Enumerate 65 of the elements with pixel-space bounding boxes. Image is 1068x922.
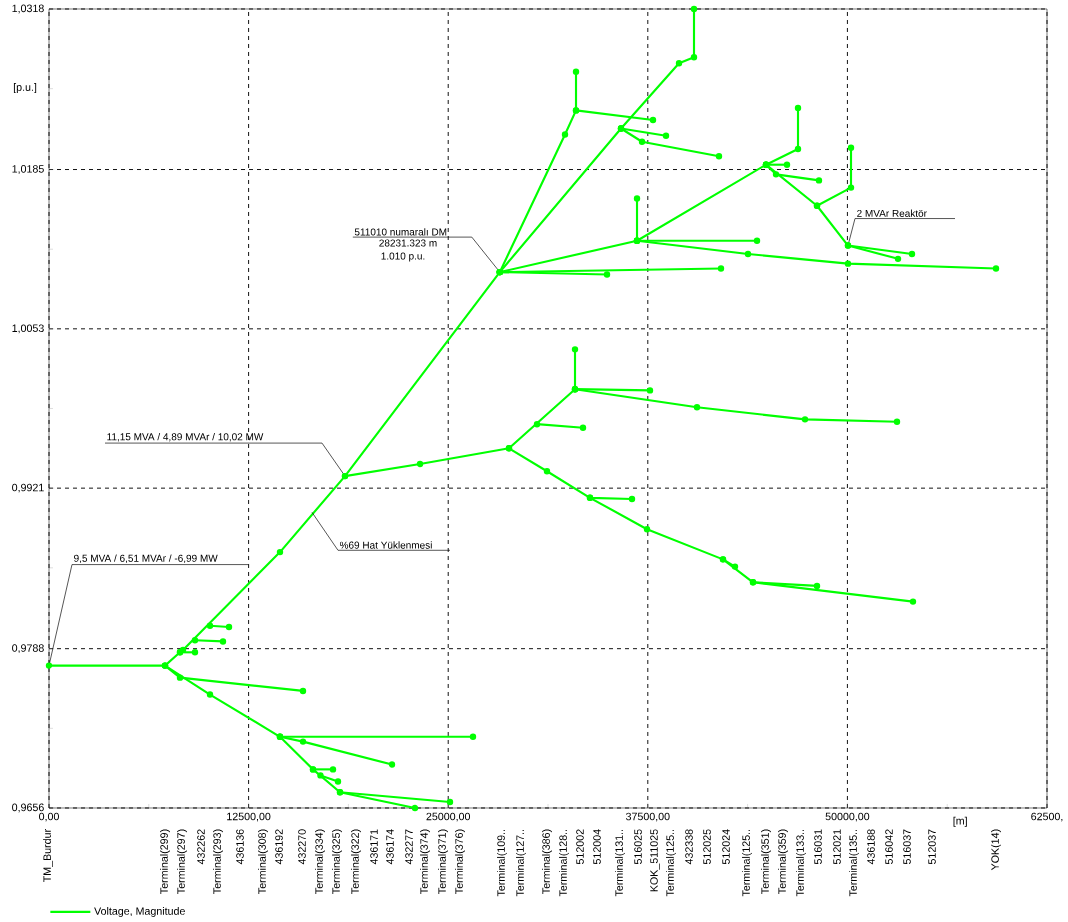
x-axis-title: [m]: [953, 816, 967, 827]
text: Terminal(128..: [559, 829, 569, 897]
text: Terminal(125..: [742, 829, 752, 897]
text: 516025: [634, 829, 642, 865]
text: Terminal(322): [351, 829, 361, 894]
x-tick-label: 62500,: [1031, 812, 1063, 822]
y-tick-label: 0,9656: [12, 803, 44, 813]
x-tick-label: 50000,00: [825, 812, 870, 822]
text: 516042: [885, 829, 893, 865]
text: Terminal(351): [761, 829, 771, 894]
text: 436192: [275, 829, 283, 865]
x-tick-label: 37500,00: [625, 812, 670, 822]
text: Terminal(376): [455, 829, 465, 894]
text: Terminal(325): [332, 829, 342, 894]
y-tick-label: 1,0053: [12, 324, 44, 334]
text: TM_Burdur: [43, 829, 53, 883]
text: 512025: [703, 829, 711, 865]
text: 436188: [867, 829, 875, 865]
text: 432262: [197, 829, 205, 865]
annotation: %69 Hat Yüklenmesi: [339, 541, 432, 549]
text: 512002: [576, 829, 584, 865]
y-tick-label: 1,0318: [12, 4, 44, 14]
text: Terminal(133..: [796, 829, 806, 897]
text: Terminal(374): [420, 829, 430, 894]
text: Terminal(125..: [666, 829, 676, 897]
legend-label: Voltage, Magnitude: [94, 907, 185, 917]
text: Terminal(371): [438, 829, 448, 894]
y-axis-title: [p.u.]: [13, 83, 37, 94]
annotation: 2 MVAr Reaktör: [857, 209, 927, 217]
text: Terminal(299): [160, 829, 170, 894]
text: 516037: [903, 829, 911, 865]
y-tick-label: 0,9921: [12, 483, 44, 493]
text: YOK(14): [991, 829, 1001, 871]
y-tick-label: 1,0185: [12, 165, 44, 174]
x-tick-label: 0,00: [39, 812, 59, 822]
text: 432338: [685, 829, 693, 865]
text: Terminal(386): [542, 829, 552, 894]
text: Terminal(127..: [516, 829, 526, 897]
text: Terminal(308): [258, 829, 268, 894]
annotation: 11,15 MVA / 4,89 MVAr / 10,02 MW: [107, 432, 264, 442]
text: 436171: [370, 829, 378, 865]
text: 432277: [405, 829, 413, 865]
annotation: 9,5 MVA / 6,51 MVAr / -6,99 MW: [74, 554, 218, 563]
x-tick-label: 25000,00: [426, 812, 471, 822]
text: 512037: [928, 829, 936, 865]
annotation: 28231.323 m: [379, 239, 437, 247]
annotation: 1.010 p.u.: [381, 252, 425, 262]
text: 512021: [833, 829, 841, 865]
text: Terminal(109..: [497, 829, 507, 897]
text: 516031: [814, 829, 822, 865]
x-tick-label: 12500,00: [227, 812, 271, 822]
text: KOK_511025: [650, 829, 660, 892]
text: 512004: [593, 829, 601, 865]
text: Terminal(297): [177, 829, 187, 894]
text: Terminal(293): [213, 829, 223, 894]
annotation: 511010 numaralı DM: [354, 228, 447, 236]
text: Terminal(131..: [615, 829, 625, 897]
y-tick-label: 0,9788: [12, 644, 44, 654]
text: Terminal(135..: [849, 829, 859, 897]
text: 432270: [298, 829, 306, 865]
text: 436136: [236, 829, 244, 865]
text: Terminal(359): [778, 829, 788, 894]
text: 512024: [722, 829, 730, 865]
text: Terminal(334): [315, 829, 325, 894]
text: 436174: [386, 829, 394, 865]
